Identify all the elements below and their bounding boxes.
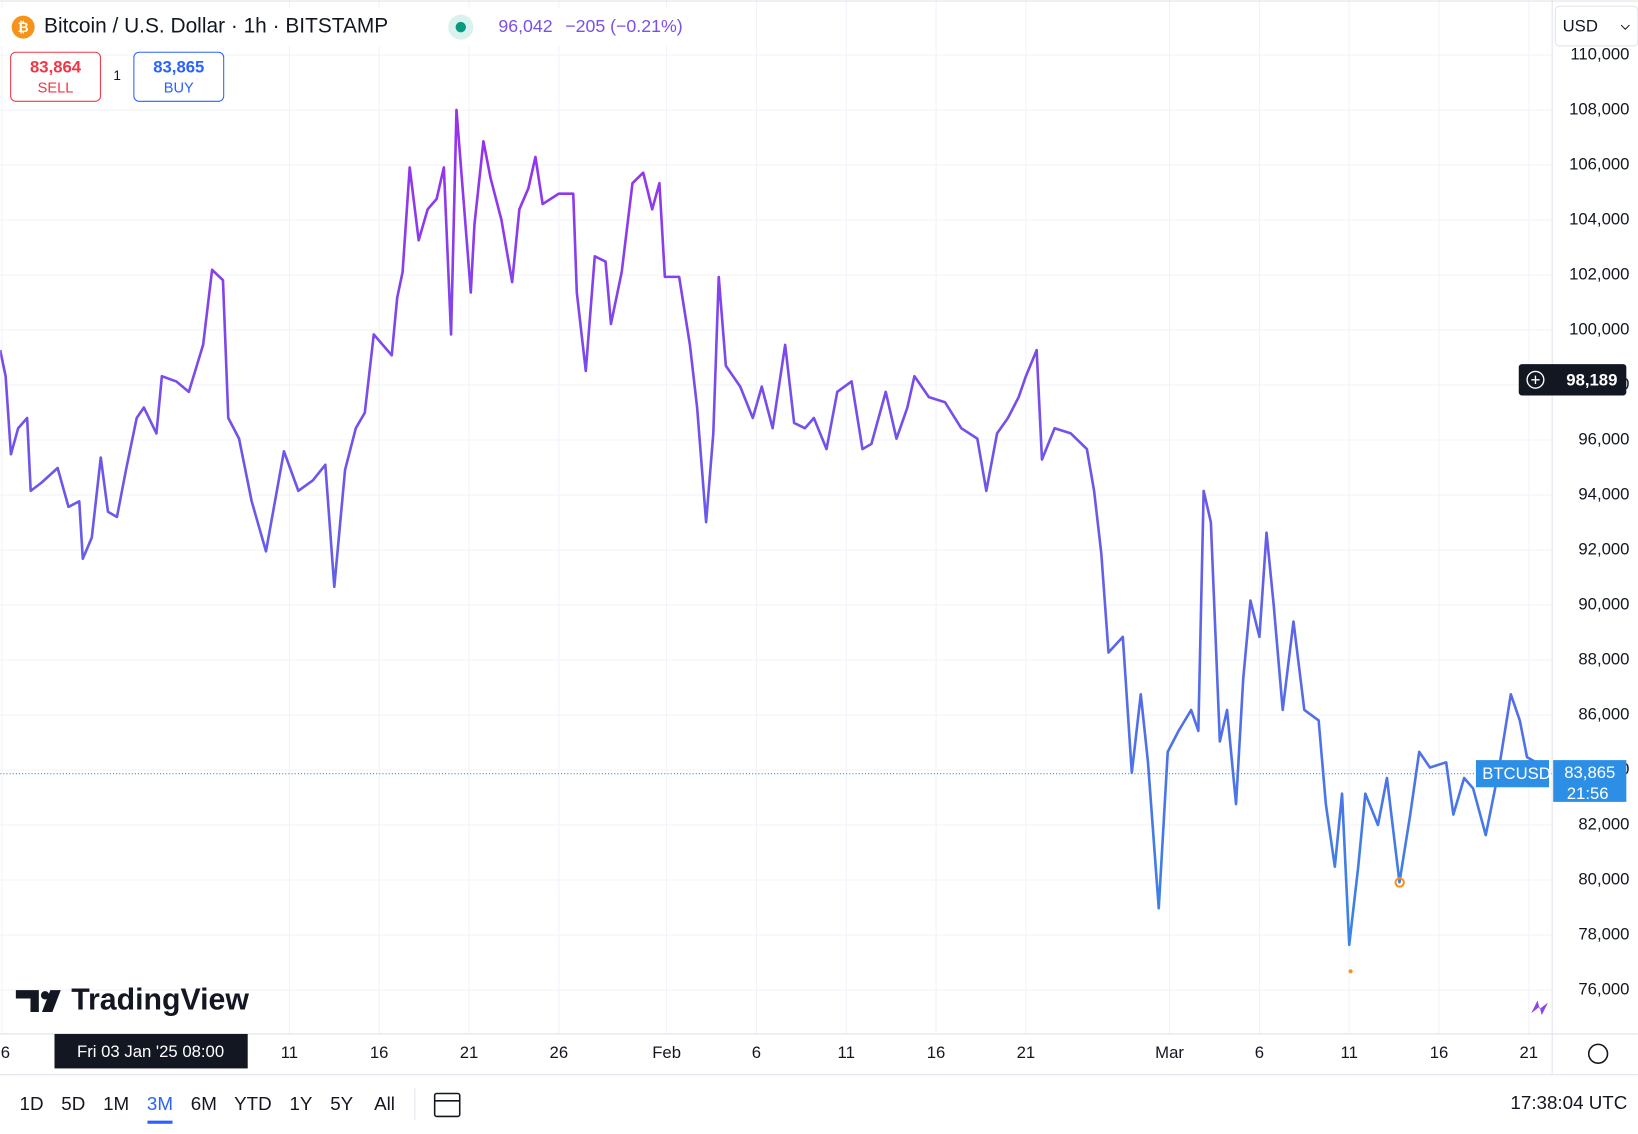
status-dot — [455, 21, 466, 33]
x-tick-label: 11 — [281, 1043, 298, 1062]
y-tick-label: 82,000 — [1578, 814, 1629, 833]
chevron — [1620, 24, 1630, 30]
active-indicator — [147, 1120, 173, 1124]
y-tick-label: 108,000 — [1569, 99, 1629, 118]
y-tick-label: 90,000 — [1578, 594, 1629, 613]
coin-glyph: ₿ — [18, 20, 29, 35]
y-tick-label: 92,000 — [1578, 539, 1629, 558]
series-tag-bg — [1475, 760, 1550, 788]
grid — [0, 0, 1553, 1034]
assistant-icon[interactable] — [1531, 1000, 1548, 1016]
x-tick-label: 16 — [927, 1043, 946, 1062]
brand-logo-dot — [40, 991, 50, 1000]
y-tick-label: 86,000 — [1578, 704, 1629, 723]
price-line — [0, 108, 1537, 947]
x-tick-label: 11 — [838, 1043, 855, 1062]
sell-label: SELL — [38, 81, 74, 97]
y-tick-label: 78,000 — [1578, 924, 1629, 943]
crosshair-price: 98,189 — [1566, 370, 1617, 389]
range-button[interactable]: 3M — [147, 1093, 173, 1114]
x-tick-label: 16 — [370, 1043, 389, 1062]
y-tick-label: 106,000 — [1569, 154, 1629, 173]
x-tick-label: 26 — [550, 1043, 569, 1062]
x-tick-label: 21 — [1520, 1043, 1539, 1062]
range-button[interactable]: 6M — [191, 1093, 217, 1114]
y-tick-label: 110,000 — [1570, 44, 1629, 63]
price: 96,042 — [498, 16, 552, 36]
range-button[interactable]: 1M — [103, 1093, 129, 1114]
axis: 76,00078,00080,00082,00084,00086,00088,0… — [1, 44, 1630, 1062]
crosshair-price-bg — [1518, 364, 1627, 396]
y-tick-label: 80,000 — [1578, 869, 1629, 888]
add-icon — [1526, 370, 1545, 389]
y-tick-label: 88,000 — [1578, 649, 1629, 668]
range-button[interactable]: 5Y — [330, 1093, 353, 1114]
range-button[interactable]: YTD — [234, 1093, 272, 1114]
y-tick-label: 96,000 — [1578, 429, 1629, 448]
x-tick-label: 6 — [752, 1043, 761, 1062]
buy-label: BUY — [164, 81, 194, 97]
header-bg — [0, 8, 711, 46]
x-tick-label: 16 — [1430, 1043, 1449, 1062]
coin-icon — [11, 15, 35, 39]
change: −205 (−0.21%) — [565, 16, 682, 36]
x-tick-label: 11 — [1341, 1043, 1358, 1062]
series-tag: BTCUSD — [1482, 764, 1551, 783]
range-button[interactable]: 1Y — [289, 1093, 312, 1114]
range-button[interactable]: All — [374, 1093, 395, 1114]
x-tick-label: 6 — [1255, 1043, 1264, 1062]
event-dot — [1348, 969, 1353, 974]
spread: 1 — [113, 68, 121, 83]
buy-button[interactable] — [133, 51, 225, 102]
currency: USD — [1563, 17, 1598, 36]
clock: 17:38:04 UTC — [1510, 1092, 1627, 1113]
range-button[interactable]: 5D — [61, 1093, 85, 1114]
sell-price: 83,864 — [30, 57, 82, 76]
x-tick-label: 21 — [460, 1043, 479, 1062]
x-tick-label: 21 — [1017, 1043, 1036, 1062]
toolbar: 1D 5D 1M 3M 6M YTD 1Y 5Y All — [20, 1093, 395, 1124]
price-tag-bg — [1553, 760, 1627, 802]
y-tick-label: 104,000 — [1569, 209, 1629, 228]
crosshair-time-bg — [54, 1033, 248, 1069]
x-tick-label: Mar — [1155, 1043, 1184, 1062]
range-button[interactable]: 1D — [20, 1093, 44, 1114]
price-tag: 83,865 — [1564, 763, 1615, 782]
settings-icon[interactable] — [1587, 1043, 1609, 1064]
y-tick-label: 100,000 — [1569, 319, 1629, 338]
crosshair-time: Fri 03 Jan '25 08:00 — [77, 1042, 224, 1061]
date-range-icon[interactable] — [433, 1092, 461, 1118]
y-tick-label: 94,000 — [1578, 484, 1629, 503]
y-tick-label: 102,000 — [1569, 264, 1629, 283]
brand-logo — [15, 990, 61, 1013]
event-marker — [1394, 877, 1405, 888]
add-icon-plus — [1531, 375, 1540, 384]
x-tick-label: 6 — [1, 1043, 10, 1062]
plot — [0, 108, 1553, 947]
brand: TradingView — [71, 984, 249, 1017]
y-tick-label: 76,000 — [1578, 979, 1629, 998]
x-tick-label: Feb — [652, 1043, 681, 1062]
series-tag-label: BTCUSD — [1482, 764, 1551, 783]
sell-button[interactable] — [10, 51, 101, 102]
buy-price: 83,865 — [153, 57, 204, 76]
symbol: Bitcoin / U.S. Dollar · 1h · BITSTAMP — [44, 15, 388, 38]
countdown: 21:56 — [1567, 784, 1609, 803]
